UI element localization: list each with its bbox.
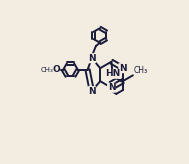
Text: O: O	[52, 65, 60, 74]
Text: HN: HN	[105, 69, 120, 78]
Text: N: N	[88, 87, 96, 96]
Text: CH₃: CH₃	[41, 67, 54, 73]
Text: CH₃: CH₃	[134, 66, 148, 74]
Text: N: N	[108, 83, 115, 92]
Text: N: N	[119, 64, 127, 73]
Text: N: N	[88, 54, 96, 63]
